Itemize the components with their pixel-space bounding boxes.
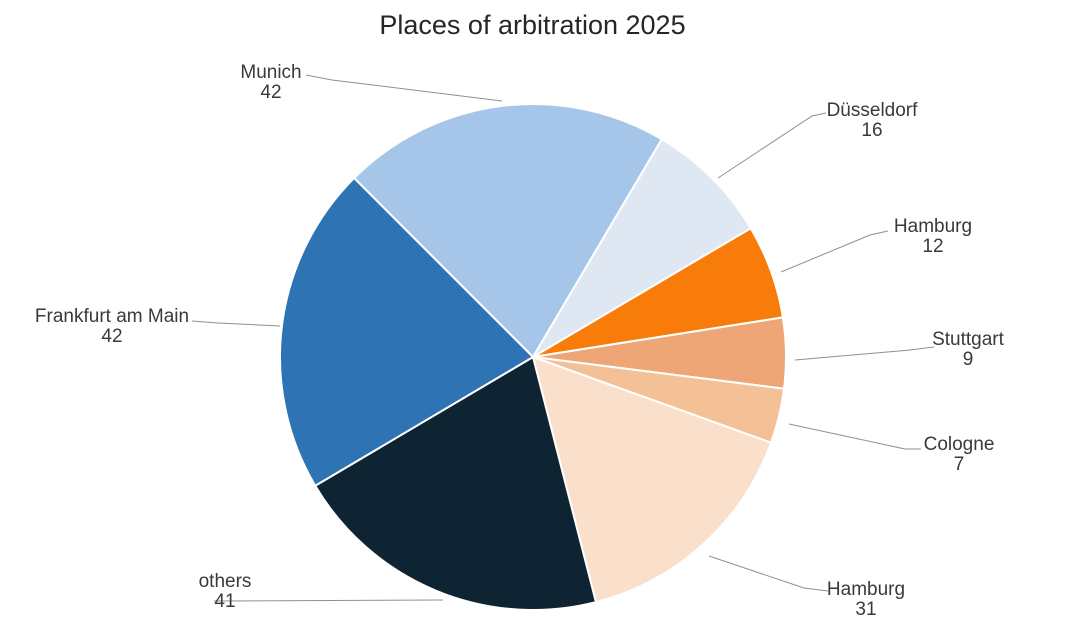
leader-line-frankfurt-am-main [191,320,281,327]
slice-value-stuttgart: 9 [962,349,974,370]
leader-line-hamburg-12 [780,230,889,273]
slice-value-others: 41 [214,591,236,612]
slice-label-stuttgart: Stuttgart 9 [932,330,1004,370]
pie-slice-munich [353,103,663,358]
chart-title: Places of arbitration 2025 [379,10,686,40]
slice-name-hamburg-31: Hamburg [826,579,906,600]
slice-label-hamburg-12: Hamburg 12 [894,217,972,257]
slice-label-frankfurt-am-main: Frankfurt am Main 42 [35,307,189,347]
leader-line-cologne [788,423,921,450]
slice-label-duesseldorf: Düsseldorf 16 [827,101,918,141]
leader-line-others [213,599,444,602]
slice-value-hamburg-31: 31 [855,599,877,620]
leader-lines-group [191,74,935,602]
slice-name-others: others [198,571,252,592]
slice-value-munich: 42 [260,82,282,103]
slice-name-munich: Munich [240,62,302,83]
leader-line-hamburg-31 [708,555,829,592]
slice-label-cologne: Cologne 7 [924,435,995,475]
slice-name-stuttgart: Stuttgart [932,329,1004,350]
pie-slice-frankfurt-am-main [279,177,534,487]
slice-value-hamburg-12: 12 [922,236,944,257]
slice-value-frankfurt-am-main: 42 [101,326,123,347]
slice-label-others: others 41 [199,572,252,612]
leader-line-stuttgart [794,346,935,361]
slice-label-munich: Munich 42 [240,63,301,103]
pie-slice-others [314,356,597,611]
pie-slice-duesseldorf [532,138,752,358]
slice-name-hamburg-12: Hamburg [893,216,973,237]
slice-name-frankfurt-am-main: Frankfurt am Main [34,306,190,327]
slice-name-cologne: Cologne [923,434,995,455]
slice-name-duesseldorf: Düsseldorf [826,100,918,121]
slice-label-hamburg-31: Hamburg 31 [827,580,905,620]
pie-slice-hamburg-31 [532,356,773,604]
slice-value-cologne: 7 [953,454,965,475]
leader-line-munich [305,74,503,102]
leader-line-duesseldorf [717,112,827,179]
pie-slices-group [279,103,787,611]
slice-value-duesseldorf: 16 [861,120,883,141]
